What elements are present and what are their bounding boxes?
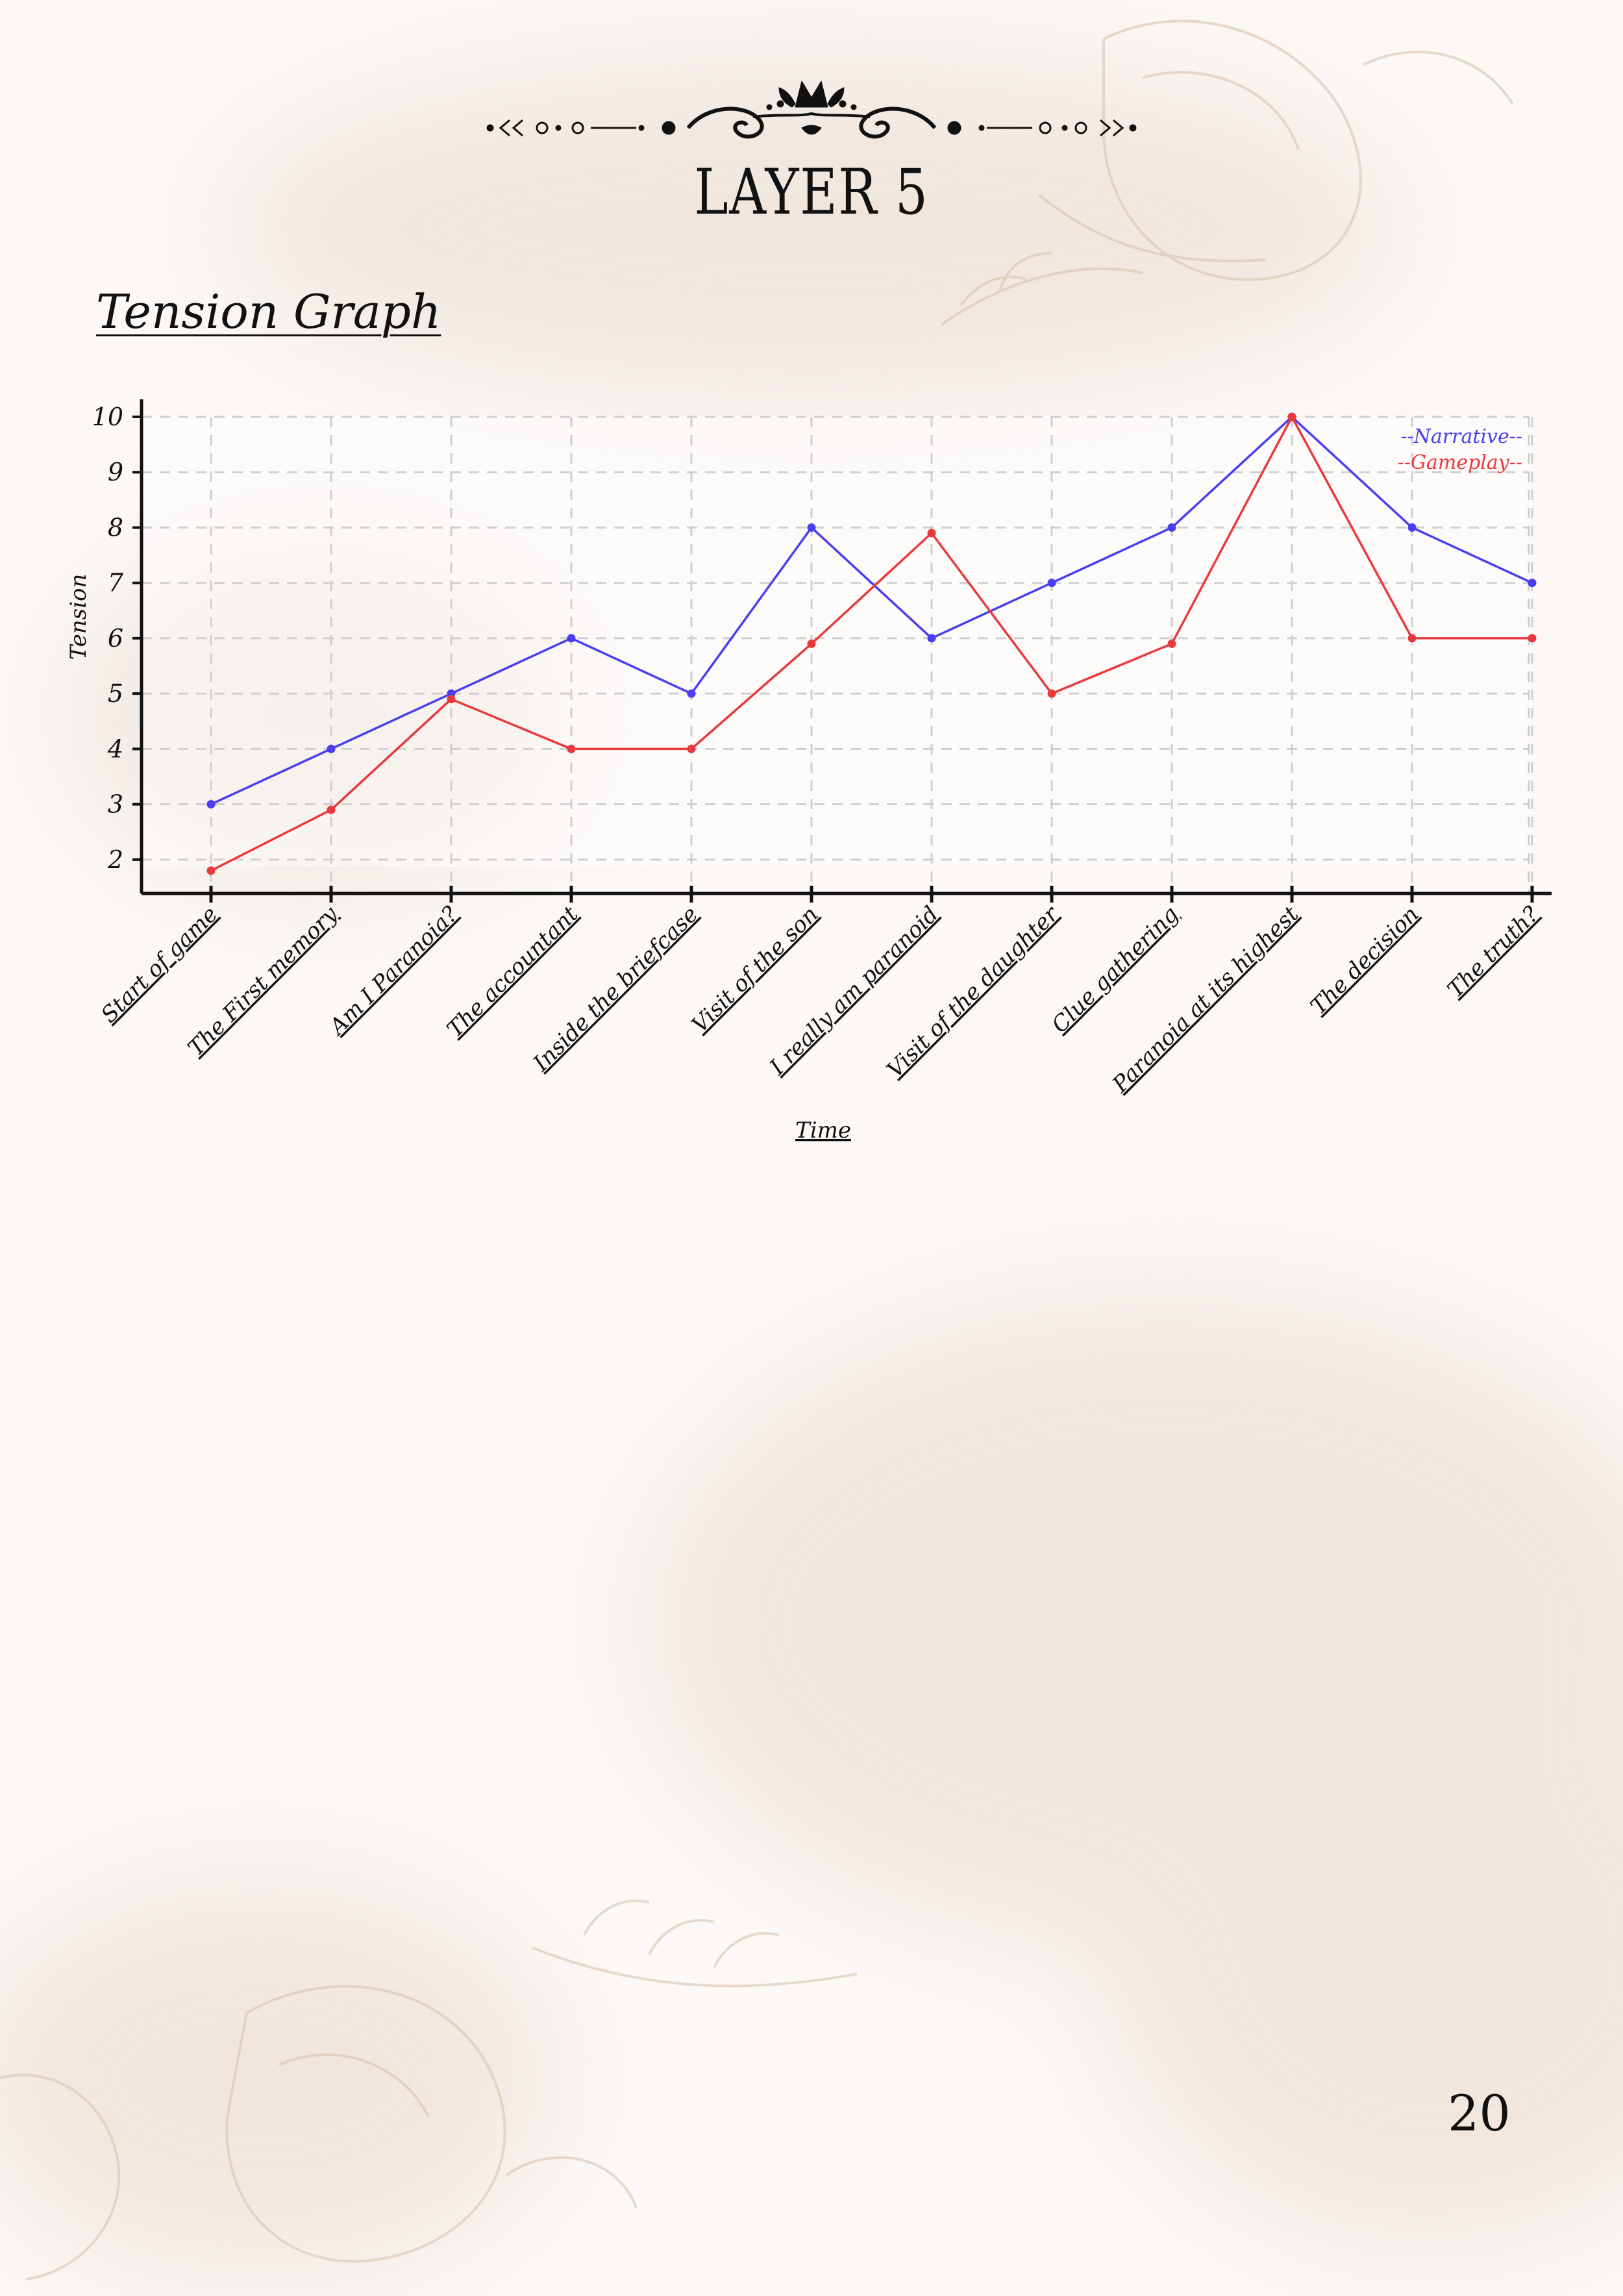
y-tick-label: 5 xyxy=(108,679,123,708)
data-point-gameplay xyxy=(1407,634,1417,643)
y-axis-ticks: 2 3 4 5 6 7 8 9 10 xyxy=(92,403,142,874)
chart-series xyxy=(206,412,1537,875)
data-point-narrative xyxy=(1167,523,1176,532)
data-point-narrative xyxy=(567,634,576,643)
y-tick-label: 6 xyxy=(108,624,123,653)
x-tick-label: Clue gathering xyxy=(1047,901,1183,1038)
data-point-gameplay xyxy=(807,639,816,648)
chart-legend: --Narrative-- --Gameplay-- xyxy=(1398,425,1522,474)
data-point-gameplay xyxy=(1287,412,1296,421)
data-point-gameplay xyxy=(927,529,936,538)
page-title: LAYER 5 xyxy=(694,156,929,229)
botanical-line-drawing-icon xyxy=(0,19,1514,2280)
x-tick-label: Visit of the son xyxy=(687,901,824,1038)
x-tick-label: The truth? xyxy=(1443,901,1544,1003)
data-point-narrative xyxy=(327,744,336,753)
floral-scroll-ornament-icon xyxy=(486,80,1137,139)
y-tick-label: 4 xyxy=(107,734,123,763)
section-title: Tension Graph xyxy=(96,284,441,339)
data-point-gameplay xyxy=(1047,689,1056,698)
x-tick-label: The decision xyxy=(1306,901,1424,1019)
data-point-gameplay xyxy=(206,866,216,875)
x-tick-label: Start of game xyxy=(96,901,223,1028)
y-tick-label: 2 xyxy=(107,845,123,874)
data-point-gameplay xyxy=(1528,634,1537,643)
y-tick-label: 7 xyxy=(108,569,124,597)
data-point-narrative xyxy=(927,634,936,643)
data-point-narrative xyxy=(206,800,216,809)
data-point-gameplay xyxy=(447,695,456,704)
plot-area xyxy=(142,416,1531,867)
y-tick-label: 3 xyxy=(108,790,123,819)
data-point-narrative xyxy=(1407,523,1417,532)
data-point-gameplay xyxy=(567,744,576,753)
data-point-gameplay xyxy=(327,805,336,814)
y-axis-label: Tension xyxy=(66,574,92,660)
y-tick-label: 8 xyxy=(108,513,123,542)
chart-grid xyxy=(142,416,1533,893)
data-point-narrative xyxy=(687,689,696,698)
data-point-narrative xyxy=(1047,579,1056,588)
legend-entry-gameplay: --Gameplay-- xyxy=(1398,451,1522,474)
x-tick-label: The accountant xyxy=(442,901,584,1043)
x-tick-label: Am I Paranoia? xyxy=(323,901,464,1042)
data-point-narrative xyxy=(807,523,816,532)
y-tick-label: 10 xyxy=(92,403,123,431)
page-number: 20 xyxy=(1448,2084,1511,2142)
data-point-narrative xyxy=(1528,579,1537,588)
x-axis-label: Time xyxy=(795,1117,851,1143)
y-tick-label: 9 xyxy=(108,458,123,486)
series-line-gameplay xyxy=(210,416,1532,872)
series-line-narrative xyxy=(210,416,1533,806)
legend-entry-narrative: --Narrative-- xyxy=(1400,425,1522,448)
data-point-gameplay xyxy=(1167,639,1176,648)
data-point-gameplay xyxy=(687,744,696,753)
